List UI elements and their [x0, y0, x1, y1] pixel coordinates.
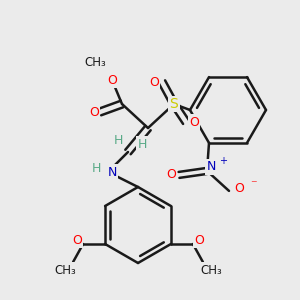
Text: S: S	[169, 97, 178, 111]
Text: CH₃: CH₃	[54, 263, 76, 277]
Text: O: O	[234, 182, 244, 195]
Text: O: O	[166, 168, 176, 182]
Text: CH₃: CH₃	[200, 263, 222, 277]
Text: H: H	[113, 134, 123, 146]
Text: H: H	[91, 161, 101, 175]
Text: O: O	[89, 106, 99, 118]
Text: O: O	[149, 76, 159, 88]
Text: O: O	[189, 116, 199, 128]
Text: CH₃: CH₃	[84, 56, 106, 68]
Text: O: O	[107, 74, 117, 86]
Text: +: +	[219, 156, 227, 166]
Text: O: O	[72, 233, 82, 247]
Text: N: N	[206, 160, 216, 173]
Text: H: H	[137, 137, 147, 151]
Text: O: O	[194, 233, 204, 247]
Text: N: N	[107, 166, 117, 178]
Text: ⁻: ⁻	[250, 178, 256, 191]
